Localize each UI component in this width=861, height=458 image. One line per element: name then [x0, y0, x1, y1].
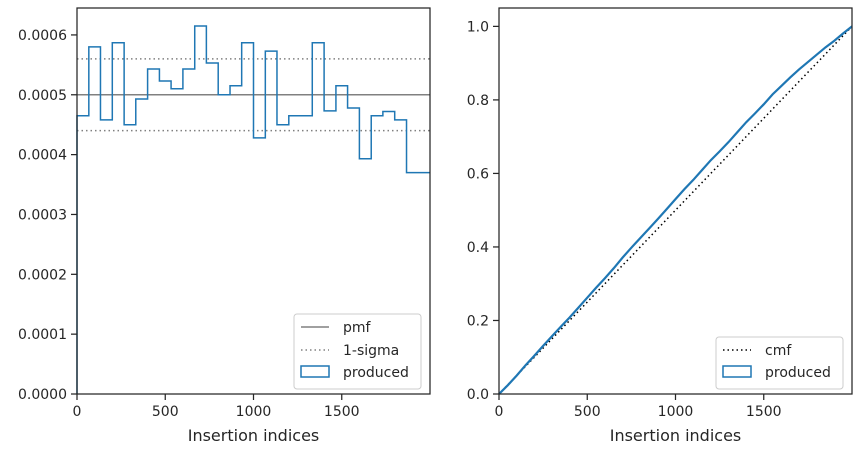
left-y-tick-label: 0.0004	[18, 148, 67, 164]
right-x-ticks: 0 500 1000 1500	[495, 394, 782, 420]
right-y-tick-label: 0.4	[467, 240, 489, 256]
left-legend: pmf 1-sigma produced	[293, 313, 422, 390]
right-x-tick-label: 1500	[746, 404, 782, 420]
right-y-tick-label: 0.0	[467, 387, 489, 403]
left-y-tick-label: 0.0001	[18, 327, 67, 343]
left-x-tick-label: 1000	[236, 404, 272, 420]
legend-produced-swatch	[300, 365, 330, 378]
right-y-tick-label: 0.8	[467, 93, 489, 109]
left-y-ticks: 0.0000 0.0001 0.0002 0.0003 0.0004 0.0005 0.00…	[18, 28, 77, 403]
left-plot-frame	[76, 7, 431, 395]
right-plot-frame	[498, 7, 853, 395]
left-y-tick-label: 0.0000	[18, 387, 67, 403]
legend-1-sigma-label: 1-sigma	[343, 343, 399, 359]
right-legend: cmf produced	[715, 336, 844, 390]
legend-pmf-label: pmf	[343, 320, 372, 336]
right-series	[498, 25, 853, 395]
legend-produced-swatch-right	[722, 365, 752, 378]
left-y-tick-label: 0.0006	[18, 28, 67, 44]
left-y-tick-label: 0.0002	[18, 267, 67, 283]
left-x-tick-label: 500	[152, 404, 179, 420]
legend-produced-label-right: produced	[765, 365, 831, 381]
legend-cmf-label: cmf	[765, 343, 792, 359]
right-x-tick-label: 500	[574, 404, 601, 420]
left-chart: 0 500 1000 1500 0.00000.00010.00020.00030.0…	[18, 7, 431, 445]
right-legend-frame	[715, 336, 844, 390]
right-y-tick-label: 0.6	[467, 166, 489, 182]
produced-series-line	[498, 25, 853, 395]
left-y-tick-label: 0.0003	[18, 207, 67, 223]
left-histogram	[76, 25, 430, 394]
right-y-ticks: 0.0 0.2 0.4 0.6 0.8 1.0	[467, 19, 499, 403]
left-x-tick-label: 1500	[324, 404, 360, 420]
right-chart: 0 500 1000 1500 0.0 0.2 0.4 0.6 0.8 1.0 Insertio…	[467, 7, 853, 445]
left-y-tick-label: 0.0005	[18, 88, 67, 104]
right-x-tick-label: 0	[495, 404, 504, 420]
right-y-tick-label: 1.0	[467, 19, 489, 35]
legend-produced-label: produced	[343, 365, 409, 381]
right-y-tick-label: 0.2	[467, 313, 489, 329]
left-x-tick-label: 0	[73, 404, 82, 420]
produced-histogram-step	[76, 25, 430, 394]
left-x-axis-label: Insertion indices	[188, 426, 320, 445]
right-x-tick-label: 1000	[658, 404, 694, 420]
right-x-axis-label: Insertion indices	[610, 426, 742, 445]
left-legend-frame	[293, 313, 422, 390]
left-x-ticks: 0 500 1000 1500	[73, 394, 360, 420]
